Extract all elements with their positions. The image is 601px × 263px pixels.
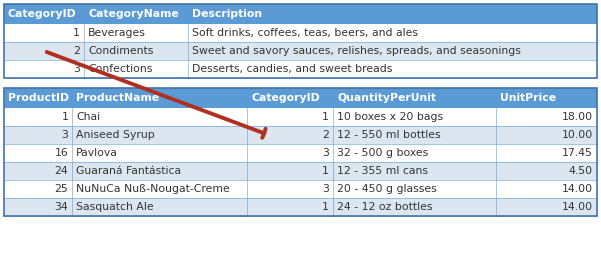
Text: 12 - 550 ml bottles: 12 - 550 ml bottles xyxy=(337,130,441,140)
Text: 32 - 500 g boxes: 32 - 500 g boxes xyxy=(337,148,429,158)
Bar xyxy=(4,4,597,78)
Text: 25: 25 xyxy=(55,184,68,194)
Bar xyxy=(4,198,597,216)
Bar xyxy=(4,144,597,162)
Text: 10.00: 10.00 xyxy=(562,130,593,140)
Text: 12 - 355 ml cans: 12 - 355 ml cans xyxy=(337,166,428,176)
Text: ProductName: ProductName xyxy=(76,93,159,103)
Text: Soft drinks, coffees, teas, beers, and ales: Soft drinks, coffees, teas, beers, and a… xyxy=(192,28,418,38)
Text: NuNuCa Nuß-Nougat-Creme: NuNuCa Nuß-Nougat-Creme xyxy=(76,184,230,194)
Text: 1: 1 xyxy=(322,112,329,122)
Text: 17.45: 17.45 xyxy=(562,148,593,158)
Bar xyxy=(188,4,597,24)
Bar xyxy=(4,108,597,126)
Text: Description: Description xyxy=(192,9,262,19)
Text: 4.50: 4.50 xyxy=(569,166,593,176)
Text: 3: 3 xyxy=(322,184,329,194)
Text: Chai: Chai xyxy=(76,112,100,122)
Text: 10 boxes x 20 bags: 10 boxes x 20 bags xyxy=(337,112,444,122)
Bar xyxy=(4,126,597,144)
Text: CategoryID: CategoryID xyxy=(251,93,320,103)
Text: Sweet and savory sauces, relishes, spreads, and seasonings: Sweet and savory sauces, relishes, sprea… xyxy=(192,46,520,56)
Text: Pavlova: Pavlova xyxy=(76,148,118,158)
Text: Guaraná Fantástica: Guaraná Fantástica xyxy=(76,166,182,176)
Text: Desserts, candies, and sweet breads: Desserts, candies, and sweet breads xyxy=(192,64,392,74)
Bar xyxy=(333,88,496,108)
Text: 3: 3 xyxy=(61,130,68,140)
Bar xyxy=(247,88,333,108)
Bar xyxy=(4,88,597,216)
Text: Beverages: Beverages xyxy=(88,28,146,38)
Text: CategoryID: CategoryID xyxy=(8,9,77,19)
Text: CategoryName: CategoryName xyxy=(88,9,179,19)
Bar xyxy=(4,88,72,108)
Bar xyxy=(496,88,597,108)
Bar xyxy=(72,88,247,108)
Text: 24: 24 xyxy=(55,166,68,176)
Text: Sasquatch Ale: Sasquatch Ale xyxy=(76,202,154,212)
Text: 1: 1 xyxy=(322,166,329,176)
Bar xyxy=(4,4,84,24)
Text: Aniseed Syrup: Aniseed Syrup xyxy=(76,130,155,140)
Text: 3: 3 xyxy=(73,64,80,74)
Text: 20 - 450 g glasses: 20 - 450 g glasses xyxy=(337,184,437,194)
Bar xyxy=(4,60,597,78)
Text: 3: 3 xyxy=(322,148,329,158)
Text: 2: 2 xyxy=(322,130,329,140)
Bar xyxy=(4,162,597,180)
Text: 14.00: 14.00 xyxy=(562,202,593,212)
Text: 2: 2 xyxy=(73,46,80,56)
Text: Confections: Confections xyxy=(88,64,153,74)
Text: 16: 16 xyxy=(55,148,68,158)
Bar xyxy=(4,42,597,60)
Bar xyxy=(84,4,188,24)
Bar xyxy=(4,24,597,42)
Bar xyxy=(4,180,597,198)
Text: 1: 1 xyxy=(322,202,329,212)
Text: 34: 34 xyxy=(55,202,68,212)
Text: QuantityPerUnit: QuantityPerUnit xyxy=(337,93,436,103)
Text: ProductID: ProductID xyxy=(8,93,69,103)
Text: 14.00: 14.00 xyxy=(562,184,593,194)
Text: 1: 1 xyxy=(61,112,68,122)
Text: 1: 1 xyxy=(73,28,80,38)
Text: 24 - 12 oz bottles: 24 - 12 oz bottles xyxy=(337,202,433,212)
Text: 18.00: 18.00 xyxy=(562,112,593,122)
Text: Condiments: Condiments xyxy=(88,46,153,56)
Text: UnitPrice: UnitPrice xyxy=(500,93,557,103)
